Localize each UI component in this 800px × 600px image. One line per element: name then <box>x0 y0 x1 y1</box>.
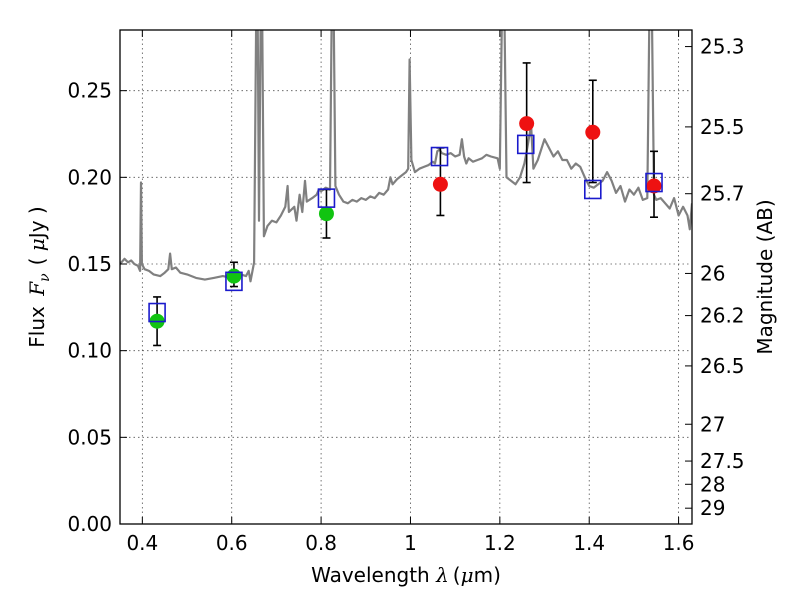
right-tick-label: 27.5 <box>700 449 745 473</box>
x-axis-label-prefix: Wavelength <box>311 563 436 587</box>
right-tick-label: 25.3 <box>700 35 745 59</box>
y-axis-label-units: ( <box>25 251 49 265</box>
y-axis-label-mu: μ <box>25 238 49 251</box>
x-tick-label: 1.6 <box>663 531 695 555</box>
x-tick-label: 0.4 <box>126 531 158 555</box>
red-data-point <box>432 176 448 192</box>
y-tick-label: 0.00 <box>67 512 112 536</box>
plot-background <box>120 30 692 524</box>
x-tick-label: 1 <box>404 531 417 555</box>
y-tick-label: 0.25 <box>67 79 112 103</box>
model-square-point <box>645 172 663 193</box>
x-axis-label-units: ( <box>453 563 461 587</box>
y-axis-ticks: 0.00 0.05 0.10 0.15 0.20 0.25 <box>67 79 127 536</box>
right-tick-label: 25.7 <box>700 182 745 206</box>
x-tick-label: 1.4 <box>573 531 605 555</box>
x-axis-ticks: 0.4 0.6 0.8 1 1.2 1.4 1.6 <box>126 30 695 555</box>
right-tick-label: 28 <box>700 472 725 496</box>
green-data-point <box>318 206 334 222</box>
plot-frame <box>119 29 693 525</box>
model-square-point <box>225 271 243 292</box>
y-axis-label-unit: Jy ) <box>25 206 49 240</box>
model-square-point <box>148 302 166 323</box>
x-tick-label: 0.6 <box>216 531 248 555</box>
right-tick-label: 26 <box>700 261 725 285</box>
red-data-point <box>585 124 601 140</box>
red-data-point <box>646 178 662 194</box>
x-axis-label-var: λ <box>435 563 449 587</box>
right-tick-label: 25.5 <box>700 115 745 139</box>
model-square-point <box>317 188 336 208</box>
right-tick-label: 29 <box>700 496 725 520</box>
y-tick-label: 0.15 <box>67 252 112 276</box>
y-tick-label: 0.20 <box>67 165 112 189</box>
x-tick-label: 0.8 <box>305 531 337 555</box>
x-axis-label-unit: m) <box>474 563 501 587</box>
model-square-point <box>583 179 602 200</box>
y-axis-label: Flux Fν ( μJy ) <box>25 206 53 347</box>
y-axis-label-sub: ν <box>37 273 53 282</box>
model-square-point <box>430 146 449 167</box>
right-tick-label: 26.2 <box>700 304 745 328</box>
x-tick-label: 1.2 <box>484 531 516 555</box>
green-data-point <box>226 268 242 284</box>
y-tick-label: 0.05 <box>67 425 112 449</box>
y-axis-label-prefix: Flux <box>25 300 49 348</box>
marker-layer <box>148 116 663 329</box>
x-axis-label-mu: μ <box>461 563 474 587</box>
y-axis-label-var: F <box>25 281 49 297</box>
x-axis-label: Wavelength λ (μm) <box>311 563 501 587</box>
model-square-point <box>516 134 535 155</box>
right-tick-label: 27 <box>700 412 725 436</box>
right-axis-label: Magnitude (AB) <box>753 199 777 354</box>
right-tick-label: 26.5 <box>700 354 745 378</box>
red-data-point <box>519 116 535 132</box>
y-tick-label: 0.10 <box>67 339 112 363</box>
